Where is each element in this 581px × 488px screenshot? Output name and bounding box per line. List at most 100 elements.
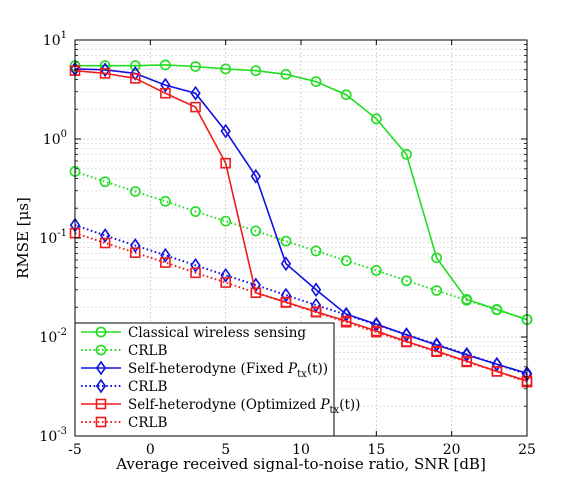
data-point bbox=[159, 59, 171, 71]
data-point bbox=[220, 123, 231, 139]
legend-label: Self-heterodyne (Fixed Ptx(t)) bbox=[128, 361, 328, 380]
legend-label: CRLB bbox=[128, 415, 167, 431]
data-point bbox=[250, 65, 262, 77]
legend-marker bbox=[95, 378, 107, 394]
data-point bbox=[340, 316, 352, 328]
data-point bbox=[310, 76, 322, 88]
data-point bbox=[280, 68, 292, 80]
data-point bbox=[190, 267, 201, 279]
legend-box bbox=[74, 322, 335, 437]
legend-entry: CRLB bbox=[81, 378, 167, 395]
y-tick-label: 10-2 bbox=[39, 327, 67, 346]
data-point bbox=[280, 297, 292, 308]
legend-entry: CRLB bbox=[81, 343, 167, 359]
x-tick-label: 25 bbox=[518, 442, 536, 458]
legend-marker bbox=[95, 326, 107, 338]
ticks: -5 0 5 10 15 20 25 10-3 10-2 10-1 100 101 bbox=[39, 30, 535, 458]
data-point bbox=[491, 356, 503, 372]
x-tick-label: 0 bbox=[146, 442, 155, 458]
data-point bbox=[99, 68, 111, 79]
data-point bbox=[431, 346, 442, 358]
x-tick-label: 15 bbox=[367, 442, 385, 458]
legend-entry: Classical wireless sensing bbox=[81, 325, 306, 341]
y-tick-label: 10-1 bbox=[39, 228, 67, 247]
data-point bbox=[160, 257, 171, 268]
data-point bbox=[129, 73, 141, 84]
y-tick-label: 10-3 bbox=[39, 426, 67, 445]
data-point bbox=[220, 267, 231, 283]
data-point bbox=[160, 87, 171, 99]
legend-entry: Self-heterodyne (Fixed Ptx(t)) bbox=[81, 360, 328, 380]
data-point bbox=[491, 304, 503, 316]
x-tick-label: 5 bbox=[221, 442, 230, 458]
series-line bbox=[74, 68, 528, 375]
data-point bbox=[491, 366, 503, 377]
series-line bbox=[75, 64, 528, 321]
legend-marker bbox=[95, 398, 107, 410]
data-point bbox=[280, 287, 292, 303]
data-point bbox=[250, 168, 261, 184]
data-point bbox=[99, 62, 111, 78]
data-point bbox=[340, 89, 352, 101]
data-point bbox=[280, 256, 292, 272]
data-point bbox=[310, 306, 322, 318]
data-point bbox=[99, 176, 111, 188]
data-point bbox=[250, 225, 262, 237]
data-point bbox=[160, 247, 171, 263]
data-point bbox=[190, 206, 201, 217]
legend-marker bbox=[95, 416, 107, 428]
data-point bbox=[401, 275, 412, 287]
x-tick-label: -5 bbox=[68, 442, 82, 458]
data-point bbox=[401, 336, 412, 348]
data-point bbox=[130, 65, 141, 81]
x-tick-label: 10 bbox=[292, 442, 310, 458]
data-point bbox=[401, 327, 412, 342]
data-point bbox=[190, 257, 201, 273]
data-point bbox=[129, 186, 141, 197]
data-point bbox=[461, 346, 472, 362]
data-point bbox=[371, 326, 382, 338]
x-tick-label: 20 bbox=[443, 442, 461, 458]
data-point bbox=[99, 228, 111, 243]
data-point bbox=[340, 255, 352, 267]
data-point bbox=[431, 285, 442, 296]
legend-label: CRLB bbox=[128, 379, 167, 395]
data-point bbox=[190, 85, 201, 101]
legend-label: Classical wireless sensing bbox=[128, 325, 306, 341]
legend-marker bbox=[95, 344, 107, 356]
data-point bbox=[160, 77, 171, 93]
data-point bbox=[130, 238, 141, 253]
data-point bbox=[310, 282, 322, 298]
data-point bbox=[190, 101, 201, 113]
legend-marker bbox=[95, 360, 107, 376]
data-point bbox=[401, 148, 412, 160]
data-point bbox=[220, 277, 231, 288]
data-point bbox=[461, 294, 473, 306]
data-point bbox=[220, 215, 232, 227]
legend-label: CRLB bbox=[128, 343, 167, 359]
data-point bbox=[370, 265, 382, 276]
legend-entry: Self-heterodyne (Optimized Ptx(t)) bbox=[81, 397, 360, 416]
data-point bbox=[159, 195, 171, 207]
x-axis-label: Average received signal-to-noise ratio, … bbox=[115, 455, 486, 473]
data-point bbox=[310, 245, 322, 257]
data-point bbox=[280, 235, 292, 247]
data-point bbox=[431, 252, 442, 264]
data-point bbox=[250, 287, 262, 299]
data-point bbox=[220, 63, 232, 75]
series-1 bbox=[69, 59, 533, 325]
data-point bbox=[370, 113, 382, 125]
data-point bbox=[461, 356, 473, 368]
y-tick-label: 101 bbox=[43, 30, 67, 49]
data-point bbox=[129, 60, 141, 72]
data-point bbox=[220, 157, 231, 169]
legend: Classical wireless sensingCRLBSelf-heter… bbox=[74, 322, 360, 437]
y-tick-label: 100 bbox=[43, 129, 67, 148]
legend-label: Self-heterodyne (Optimized Ptx(t)) bbox=[128, 397, 360, 416]
legend-entry: CRLB bbox=[81, 415, 167, 431]
y-axis-label: RMSE [μs] bbox=[14, 197, 32, 279]
data-point bbox=[99, 237, 111, 249]
data-point bbox=[190, 61, 201, 72]
data-point bbox=[129, 247, 141, 259]
